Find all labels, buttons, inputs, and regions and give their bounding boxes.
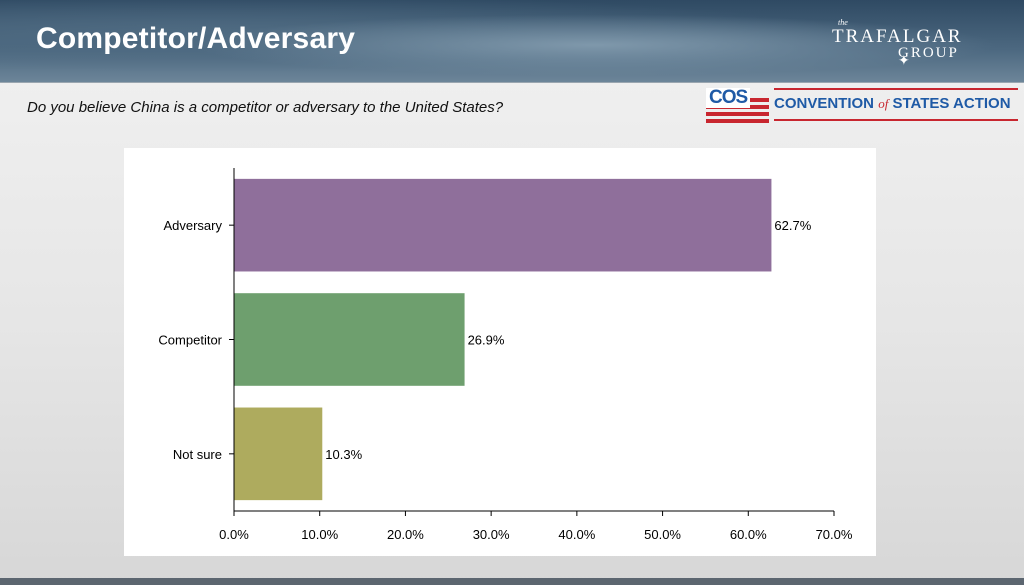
trafalgar-group-logo: the TRAFALGAR GROUP ✦ <box>812 8 1002 72</box>
cos-rule-top <box>774 88 1018 90</box>
cos-name-part1: CONVENTION <box>774 95 875 112</box>
bottom-band <box>0 578 1024 585</box>
data-label: 26.9% <box>468 333 505 348</box>
x-tick-label: 60.0% <box>730 527 767 542</box>
x-tick-label: 70.0% <box>816 527 853 542</box>
bar-adversary <box>234 178 772 272</box>
x-tick-label: 20.0% <box>387 527 424 542</box>
cos-logo: COS CONVENTION of STATES ACTION <box>706 86 1018 124</box>
data-label: 62.7% <box>774 218 811 233</box>
cos-letters: COS <box>706 88 751 108</box>
cos-rule-bottom <box>774 119 1018 121</box>
chart-panel: Adversary 62.7% Competitor 26.9% Not sure 10.… <box>124 148 876 556</box>
x-tick-label: 40.0% <box>558 527 595 542</box>
x-tick-label: 30.0% <box>473 527 510 542</box>
cos-name-of: of <box>878 96 889 111</box>
bar-competitor <box>234 293 465 386</box>
flag-stripes-icon: COS <box>706 88 769 123</box>
brand-small-text: the <box>838 18 848 27</box>
brand-name-line1: TRAFALGAR <box>832 26 963 47</box>
bar-not-sure <box>234 407 323 501</box>
x-tick-label: 50.0% <box>644 527 681 542</box>
survey-question: Do you believe China is a competitor or … <box>27 99 504 116</box>
bar-chart: Adversary 62.7% Competitor 26.9% Not sure 10.… <box>158 168 853 542</box>
x-tick-label: 10.0% <box>301 527 338 542</box>
compass-star-icon: ✦ <box>898 52 910 68</box>
data-label: 10.3% <box>325 447 362 462</box>
y-tick-label: Not sure <box>173 447 222 462</box>
y-tick-label: Adversary <box>163 218 222 233</box>
brand-name-line2: GROUP <box>898 45 959 61</box>
y-tick-label: Competitor <box>158 333 222 348</box>
cos-name: CONVENTION of STATES ACTION <box>774 95 1011 112</box>
cos-name-part2: STATES ACTION <box>892 95 1011 112</box>
header-banner: Competitor/Adversary the TRAFALGAR GROUP… <box>0 0 1024 83</box>
x-tick-label: 0.0% <box>219 527 249 542</box>
page-title: Competitor/Adversary <box>36 22 356 55</box>
